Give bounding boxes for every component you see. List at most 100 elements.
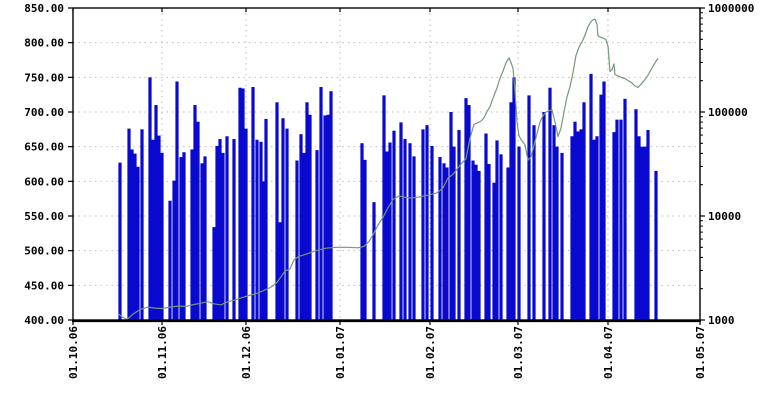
bar [467, 105, 471, 320]
bar [136, 166, 140, 320]
bar [449, 112, 453, 320]
bar [542, 112, 546, 320]
bar [157, 135, 161, 320]
bar [408, 143, 412, 320]
bar [360, 143, 364, 320]
bar [118, 162, 122, 320]
y-left-label: 650.00 [24, 141, 64, 154]
bar [555, 146, 559, 320]
x-axis-labels: 01.10.06 01.11.06 01.12.06 01.01.07 01.02.07… [67, 326, 707, 379]
bar [445, 167, 449, 320]
y-right-label: 1000000 [708, 2, 754, 15]
bar [612, 132, 616, 320]
bar [517, 146, 521, 320]
bar [552, 125, 556, 320]
bar [570, 136, 574, 320]
bar [477, 170, 481, 320]
x-date-label: 01.11.06 [156, 326, 169, 379]
bar [241, 88, 245, 320]
bar [425, 125, 429, 320]
bar [255, 139, 259, 320]
bar [403, 139, 407, 320]
bar [372, 202, 376, 320]
y-left-label: 750.00 [24, 71, 64, 84]
bar [637, 136, 641, 320]
bar [299, 134, 303, 320]
bar [619, 119, 623, 320]
bar [190, 149, 194, 320]
bar [512, 77, 516, 320]
bar [160, 152, 164, 320]
bar [315, 150, 319, 320]
bar [399, 122, 403, 321]
bar [308, 114, 312, 320]
axis-ticks [68, 7, 705, 325]
bar [527, 95, 531, 320]
bar [495, 140, 499, 320]
bar [259, 141, 263, 320]
bar [182, 152, 186, 320]
bar [319, 87, 323, 320]
bar [305, 102, 309, 320]
x-date-label: 01.05.07 [694, 326, 707, 379]
bar [492, 182, 496, 320]
bar [576, 131, 580, 320]
y-left-label: 800.00 [24, 37, 64, 50]
bar [392, 130, 396, 320]
bar [264, 118, 268, 320]
bar [430, 145, 434, 320]
bar [295, 160, 299, 320]
bar [582, 102, 586, 320]
bar [474, 164, 478, 320]
bar [589, 73, 593, 320]
bar [560, 152, 564, 320]
y-left-label: 600.00 [24, 175, 64, 188]
bar [421, 129, 425, 320]
y-axis-left-labels: 850.00 800.00 750.00 700.00 650.00 600.00 550.… [24, 2, 64, 327]
bar [285, 128, 289, 320]
bar [140, 129, 144, 320]
bar [646, 130, 650, 320]
bar [385, 151, 389, 320]
bar [599, 94, 603, 321]
bar [168, 200, 172, 320]
bar [532, 125, 536, 320]
bar [323, 115, 327, 320]
bar [212, 227, 216, 320]
bar-series [118, 73, 658, 321]
bar [179, 157, 183, 320]
x-date-label: 01.04.07 [602, 326, 615, 379]
bar [262, 181, 266, 320]
bar [438, 157, 442, 320]
bar [302, 152, 306, 320]
y-left-label: 550.00 [24, 210, 64, 223]
bar [127, 128, 131, 320]
bar [172, 180, 176, 320]
bar [499, 154, 503, 320]
x-date-label: 01.03.07 [512, 326, 525, 379]
y-right-label: 100000 [708, 106, 748, 119]
bar [579, 129, 583, 320]
bar [218, 139, 222, 320]
bar [148, 77, 152, 320]
bar [215, 145, 219, 320]
bar [326, 114, 330, 320]
bar [133, 153, 137, 320]
bar [278, 222, 282, 320]
bar [130, 149, 134, 320]
bar [281, 118, 285, 321]
bar [615, 119, 619, 320]
bar [442, 163, 446, 320]
bar [232, 139, 236, 320]
bar [602, 81, 606, 320]
bar [464, 98, 468, 320]
bar [506, 167, 510, 320]
bar [509, 102, 513, 320]
bar [275, 102, 279, 320]
bar [548, 87, 552, 320]
plot-area [68, 7, 705, 325]
bar [238, 87, 242, 320]
y-left-label: 400.00 [24, 314, 64, 327]
